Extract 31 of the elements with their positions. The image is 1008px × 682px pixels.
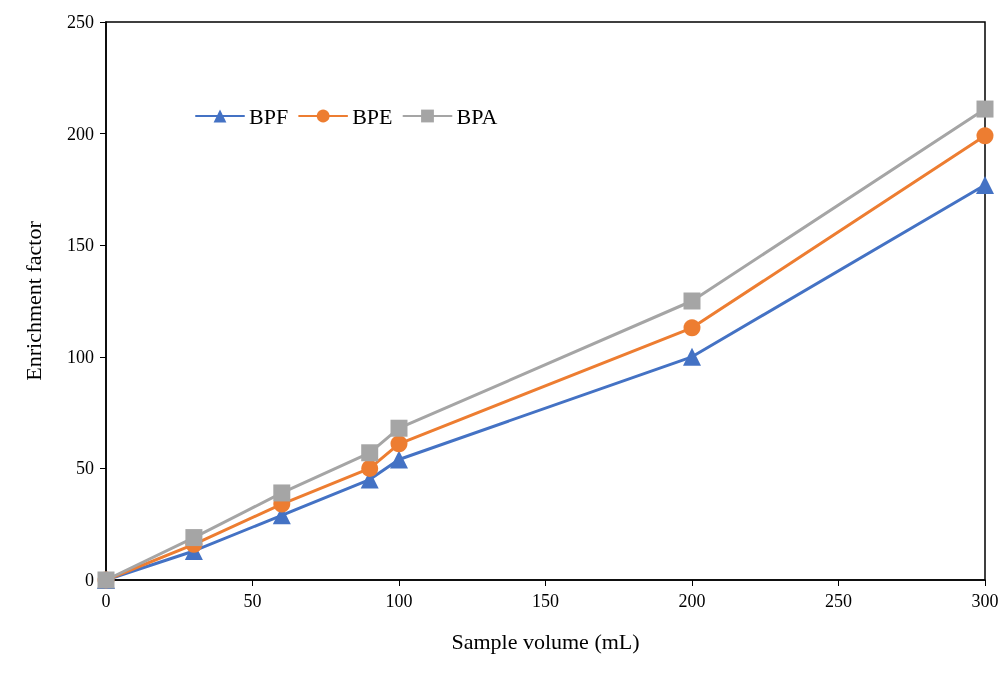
legend-label: BPF (249, 103, 289, 129)
y-tick-label: 0 (85, 570, 94, 590)
point (683, 319, 701, 337)
x-tick-label: 250 (825, 591, 852, 611)
x-tick-label: 150 (532, 591, 559, 611)
point (976, 127, 994, 145)
legend-label: BPA (456, 103, 498, 129)
point (390, 435, 408, 453)
point (683, 347, 701, 366)
x-tick-label: 0 (101, 591, 111, 611)
y-axis-title: Enrichment factor (20, 220, 46, 381)
y-tick-label: 200 (67, 123, 94, 144)
point (390, 419, 408, 437)
point (361, 444, 379, 462)
y-tick-label: 50 (76, 458, 94, 479)
y-tick-label: 100 (67, 346, 94, 367)
x-tick-label: 300 (971, 591, 999, 611)
point (273, 484, 291, 502)
point (361, 459, 379, 477)
point (976, 175, 994, 194)
x-tick-label: 100 (385, 591, 413, 611)
point (185, 529, 203, 547)
point (976, 100, 994, 118)
y-tick-label: 150 (67, 235, 94, 256)
x-tick-label: 200 (678, 591, 706, 611)
legend-label: BPE (352, 103, 393, 129)
x-axis-title: Sample volume (mL) (451, 628, 640, 654)
x-tick-label: 50 (243, 591, 262, 611)
point (390, 450, 408, 469)
point (683, 292, 701, 310)
y-tick-label: 250 (67, 12, 94, 32)
